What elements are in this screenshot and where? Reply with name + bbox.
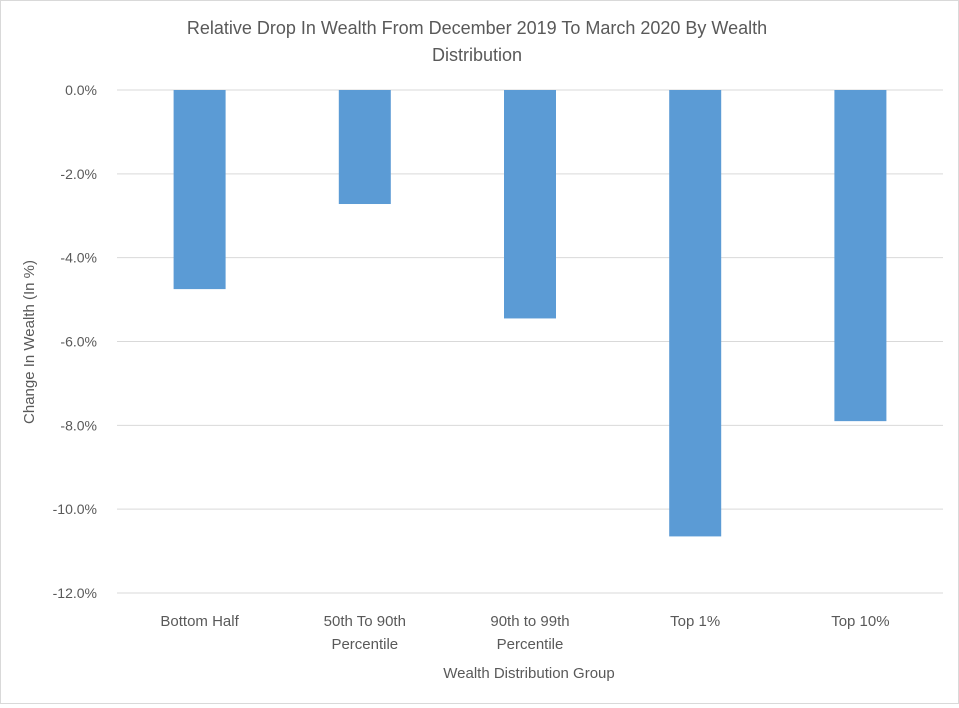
x-category-label: 50th To 90th [324, 613, 406, 630]
bar [504, 90, 556, 319]
bar [338, 90, 391, 205]
chart-title: Relative Drop In Wealth From December 20… [187, 18, 767, 65]
y-axis-ticks: 0.0% -2.0% -4.0% -6.0% -8.0% -10.0% -12.0% [53, 82, 97, 601]
y-tick-label: -4.0% [60, 250, 97, 266]
chart-title-line-1: Relative Drop In Wealth From December 20… [187, 18, 767, 38]
chart-title-line-2: Distribution [432, 45, 522, 65]
y-tick-label: -6.0% [60, 334, 97, 350]
y-tick-label: -10.0% [53, 501, 97, 517]
y-tick-label: -12.0% [53, 585, 97, 601]
x-category-label: Bottom Half [160, 613, 239, 630]
bar [834, 90, 887, 422]
bar [669, 90, 722, 537]
y-axis-title: Change In Wealth (In %) [21, 260, 38, 424]
x-axis-categories: Bottom Half 50th To 90th Percentile 90th to… [160, 613, 889, 653]
x-category-label: Percentile [331, 636, 398, 653]
x-category-label: Percentile [497, 636, 564, 653]
x-category-label: Top 10% [831, 613, 889, 630]
y-tick-label: -2.0% [60, 166, 97, 182]
y-tick-label: 0.0% [65, 82, 97, 98]
bar [173, 90, 226, 290]
x-category-label: 90th to 99th [490, 613, 569, 630]
y-tick-label: -8.0% [60, 417, 97, 433]
x-axis-title: Wealth Distribution Group [443, 665, 614, 682]
x-category-label: Top 1% [670, 613, 720, 630]
bars [173, 90, 887, 537]
